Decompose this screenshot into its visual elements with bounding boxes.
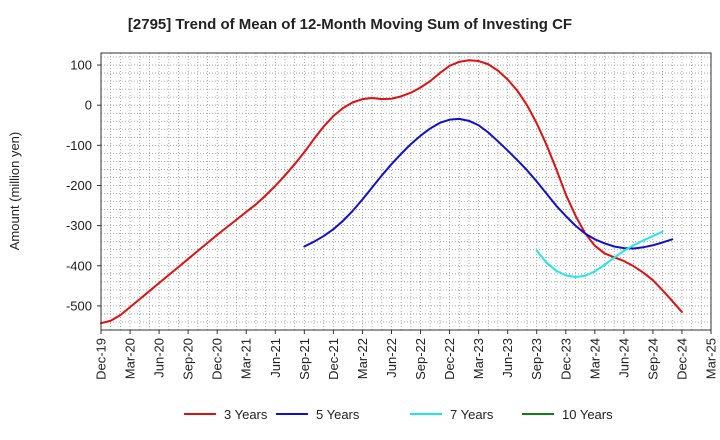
- y-tick-label: -400: [66, 258, 92, 273]
- x-tick-label: Mar-25: [704, 338, 719, 379]
- series-group: [100, 59, 683, 325]
- x-tick-label: Jun-23: [500, 338, 515, 378]
- legend-label: 3 Years: [224, 407, 268, 422]
- x-tick-label: Jun-22: [384, 338, 399, 378]
- x-tick-label: Dec-22: [442, 338, 457, 380]
- x-tick-label: Dec-19: [94, 338, 109, 380]
- x-tick-label: Mar-22: [355, 338, 370, 379]
- y-tick-label: -500: [66, 298, 92, 313]
- x-tick-label: Dec-20: [210, 338, 225, 380]
- legend-label: 10 Years: [562, 407, 613, 422]
- x-tick-label: Mar-20: [123, 338, 138, 379]
- x-tick-label: Jun-20: [152, 338, 167, 378]
- x-tick-label: Mar-21: [239, 338, 254, 379]
- legend-label: 7 Years: [450, 407, 494, 422]
- plot-area: [101, 53, 711, 330]
- y-tick-label: 0: [85, 98, 92, 113]
- y-axis: 100 0 -100 -200 -300 -400 -500: [66, 58, 101, 313]
- legend: 3 Years 5 Years 7 Years 10 Years: [184, 407, 613, 422]
- x-tick-label: Sep-22: [413, 338, 428, 380]
- series-line-5-years: [303, 117, 674, 250]
- y-axis-label: Amount (million yen): [7, 132, 22, 251]
- x-axis: Dec-19 Mar-20 Jun-20 Sep-20 Dec-20 Mar-21 Jun-…: [94, 330, 719, 380]
- chart-title: [2795] Trend of Mean of 12-Month Moving …: [128, 16, 572, 33]
- x-tick-label: Sep-23: [529, 338, 544, 380]
- y-tick-label: -200: [66, 178, 92, 193]
- x-tick-label: Dec-21: [326, 338, 341, 380]
- series-line-7-years: [535, 230, 664, 279]
- x-tick-label: Jun-24: [616, 338, 631, 378]
- y-tick-label: -100: [66, 138, 92, 153]
- x-tick-label: Sep-24: [645, 338, 660, 380]
- x-tick-label: Mar-24: [587, 338, 602, 379]
- x-tick-label: Sep-21: [297, 338, 312, 380]
- x-tick-label: Dec-24: [674, 338, 689, 380]
- x-tick-label: Sep-20: [181, 338, 196, 380]
- y-tick-label: 100: [70, 58, 92, 73]
- x-tick-label: Jun-21: [268, 338, 283, 378]
- y-tick-label: -300: [66, 218, 92, 233]
- grid-lines: [101, 53, 711, 330]
- x-tick-label: Dec-23: [558, 338, 573, 380]
- plot-frame: [100, 52, 712, 331]
- x-tick-label: Mar-23: [471, 338, 486, 379]
- legend-label: 5 Years: [316, 407, 360, 422]
